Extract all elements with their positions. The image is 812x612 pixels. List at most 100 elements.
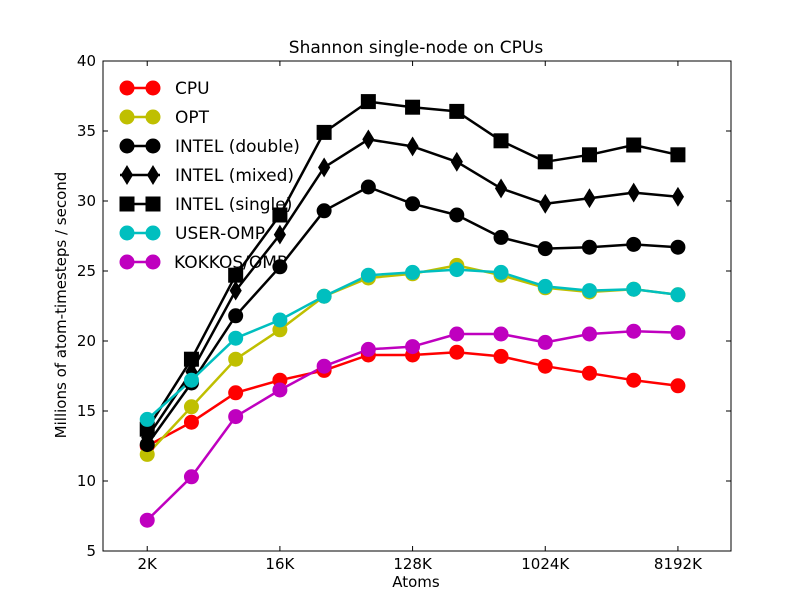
plot-area xyxy=(102,60,732,552)
data-point-intel-single xyxy=(272,207,288,223)
data-point-kokkos-omp xyxy=(581,326,597,342)
y-tick-label: 15 xyxy=(77,402,96,420)
data-point-user-omp xyxy=(183,372,199,388)
data-point-intel-double xyxy=(581,239,597,255)
legend-label-user-omp: USER-OMP xyxy=(175,224,265,244)
data-point-intel-single xyxy=(228,267,244,283)
legend-marker-opt xyxy=(119,109,135,125)
data-point-intel-mixed xyxy=(362,129,375,150)
data-point-intel-double xyxy=(228,308,244,324)
legend-marker-intel-mixed xyxy=(120,165,134,185)
data-point-cpu xyxy=(493,348,509,364)
data-point-intel-mixed xyxy=(494,178,508,199)
data-point-kokkos-omp xyxy=(316,358,332,374)
y-axis-label: Millions of atom-timesteps / second xyxy=(52,172,70,439)
chart-title: Shannon single-node on CPUs xyxy=(289,38,544,58)
data-point-user-omp xyxy=(316,288,332,304)
data-point-user-omp xyxy=(360,267,376,283)
data-point-kokkos-omp xyxy=(449,326,465,342)
y-tick-label: 30 xyxy=(77,192,96,210)
data-point-user-omp xyxy=(670,287,686,303)
data-point-intel-single xyxy=(537,154,553,170)
data-point-intel-double xyxy=(537,241,553,257)
data-point-kokkos-omp xyxy=(360,341,376,357)
y-tick-label: 35 xyxy=(77,122,96,140)
data-point-user-omp xyxy=(449,262,465,278)
x-tick-label: 16K xyxy=(265,555,295,573)
data-point-user-omp xyxy=(626,281,642,297)
y-tick-label: 5 xyxy=(86,542,96,560)
data-point-kokkos-omp xyxy=(670,325,686,341)
data-point-intel-double xyxy=(405,196,421,212)
data-point-user-omp xyxy=(537,278,553,294)
y-tick-label: 20 xyxy=(77,332,96,350)
data-point-cpu xyxy=(581,365,597,381)
data-point-intel-double xyxy=(626,236,642,252)
data-point-intel-double xyxy=(449,207,465,223)
data-point-intel-single xyxy=(360,94,376,110)
data-point-intel-single xyxy=(183,351,199,367)
data-point-intel-double xyxy=(670,239,686,255)
data-point-intel-mixed xyxy=(627,182,640,203)
data-point-cpu xyxy=(183,414,199,430)
data-point-intel-mixed xyxy=(539,193,552,214)
x-tick-label: 128K xyxy=(393,555,433,573)
data-point-intel-single xyxy=(449,103,465,119)
legend: CPU OPT INTEL (double) INTEL (mixed) INTEL (… xyxy=(119,79,300,273)
y-tick-label: 25 xyxy=(77,262,96,280)
data-point-user-omp xyxy=(405,264,421,280)
legend-marker-kokkos-omp xyxy=(119,254,135,270)
data-point-cpu xyxy=(449,344,465,360)
data-point-kokkos-omp xyxy=(626,323,642,339)
data-point-user-omp xyxy=(272,312,288,328)
y-tick-label: 10 xyxy=(77,472,96,490)
legend-marker-user-omp xyxy=(145,225,161,241)
data-point-user-omp xyxy=(228,330,244,346)
data-point-intel-single xyxy=(405,99,421,115)
data-point-user-omp xyxy=(493,264,509,280)
legend-marker-user-omp xyxy=(119,225,135,241)
x-tick-label: 2K xyxy=(138,555,159,573)
data-point-intel-double xyxy=(360,179,376,195)
x-tick-label: 8192K xyxy=(654,555,703,573)
data-point-intel-single xyxy=(316,124,332,140)
y-axis: 5 10 15 20 25 30 35 40 xyxy=(77,52,731,560)
legend-marker-cpu xyxy=(119,80,135,96)
legend-label-intel-double: INTEL (double) xyxy=(175,137,300,157)
data-point-opt xyxy=(228,351,244,367)
legend-marker-intel-double xyxy=(119,138,135,154)
data-point-intel-single xyxy=(626,137,642,153)
data-point-kokkos-omp xyxy=(272,382,288,398)
legend-marker-intel-single xyxy=(119,196,135,212)
data-point-intel-mixed xyxy=(671,186,685,207)
data-point-intel-single xyxy=(493,133,509,149)
legend-label-cpu: CPU xyxy=(175,79,210,99)
legend-label-intel-mixed: INTEL (mixed) xyxy=(175,166,294,186)
data-point-intel-mixed xyxy=(229,280,242,301)
data-point-intel-mixed xyxy=(450,151,463,172)
legend-label-intel-single: INTEL (single) xyxy=(175,195,292,215)
data-point-kokkos-omp xyxy=(183,469,199,485)
data-point-cpu xyxy=(670,378,686,394)
x-axis: 2K 16K 128K 1024K 8192K xyxy=(138,61,703,573)
legend-marker-cpu xyxy=(145,80,161,96)
data-point-intel-mixed xyxy=(583,188,596,209)
data-point-opt xyxy=(183,399,199,415)
data-point-user-omp xyxy=(581,283,597,299)
data-point-kokkos-omp xyxy=(537,334,553,350)
legend-marker-opt xyxy=(145,109,161,125)
data-point-user-omp xyxy=(139,411,155,427)
legend-marker-intel-mixed xyxy=(146,165,160,185)
data-point-cpu xyxy=(537,358,553,374)
legend-marker-kokkos-omp xyxy=(145,254,161,270)
data-point-intel-double xyxy=(316,203,332,219)
data-point-kokkos-omp xyxy=(405,339,421,355)
data-point-intel-mixed xyxy=(406,136,419,157)
data-point-kokkos-omp xyxy=(228,409,244,425)
data-point-intel-mixed xyxy=(318,157,331,178)
data-point-cpu xyxy=(228,385,244,401)
data-point-intel-double xyxy=(493,229,509,245)
data-point-kokkos-omp xyxy=(139,512,155,528)
data-point-cpu xyxy=(626,372,642,388)
